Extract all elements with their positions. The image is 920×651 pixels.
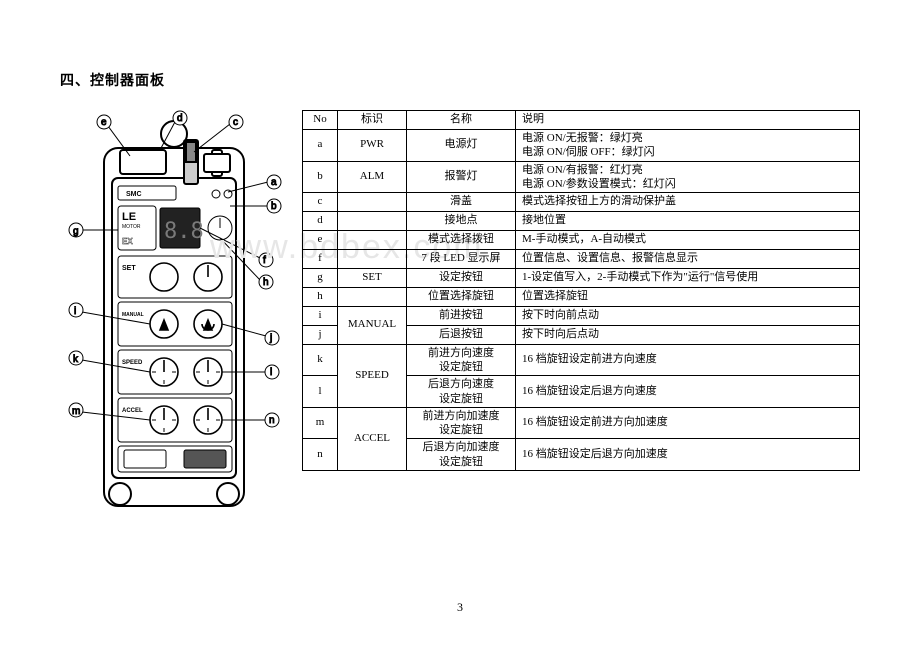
cell-mark: SET	[338, 268, 407, 287]
cell-no: i	[303, 306, 338, 325]
model-motor: MOTOR	[122, 224, 141, 230]
svg-text:f: f	[263, 255, 266, 266]
svg-text:b: b	[271, 201, 277, 212]
cell-no: a	[303, 129, 338, 161]
cell-mark	[338, 193, 407, 212]
controller-diagram: SMC LE MOTOR EX 8.8 SET MANUAL SPEED ACC…	[60, 110, 288, 530]
svg-text:d: d	[177, 113, 183, 124]
cell-desc: 位置信息、设置信息、报警信息显示	[516, 249, 860, 268]
table-row: mACCEL前进方向加速度设定旋钮16 档旋钮设定前进方向加速度	[303, 407, 860, 439]
table-row: f 7 段 LED 显示屏位置信息、设置信息、报警信息显示	[303, 249, 860, 268]
cell-no: g	[303, 268, 338, 287]
table-row: gSET设定按钮1-设定值写入，2-手动模式下作为"运行"信号使用	[303, 268, 860, 287]
svg-text:h: h	[263, 277, 269, 288]
svg-text:j: j	[269, 333, 272, 344]
cell-mark	[338, 287, 407, 306]
cell-no: k	[303, 344, 338, 376]
table-row: c 滑盖模式选择按钮上方的滑动保护盖	[303, 193, 860, 212]
label-manual: MANUAL	[122, 312, 144, 318]
cell-mark: ALM	[338, 161, 407, 193]
cell-desc: 电源 ON/无报警：绿灯亮电源 ON/伺服 OFF：绿灯闪	[516, 129, 860, 161]
table-row: h 位置选择旋钮位置选择旋钮	[303, 287, 860, 306]
cell-desc: 模式选择按钮上方的滑动保护盖	[516, 193, 860, 212]
table-row: kSPEED前进方向速度设定旋钮16 档旋钮设定前进方向速度	[303, 344, 860, 376]
table-row: aPWR电源灯电源 ON/无报警：绿灯亮电源 ON/伺服 OFF：绿灯闪	[303, 129, 860, 161]
cell-mark	[338, 212, 407, 231]
table-row: d 接地点接地位置	[303, 212, 860, 231]
table-row: bALM报警灯电源 ON/有报警：红灯亮电源 ON/参数设置模式：红灯闪	[303, 161, 860, 193]
cell-desc: 按下时向前点动	[516, 306, 860, 325]
cell-name: 后退按钮	[407, 325, 516, 344]
svg-text:n: n	[269, 415, 275, 426]
cell-name: 电源灯	[407, 129, 516, 161]
cell-desc: 16 档旋钮设定前进方向速度	[516, 344, 860, 376]
th-no: No	[303, 111, 338, 130]
cell-mark: ACCEL	[338, 407, 407, 470]
cell-name: 位置选择旋钮	[407, 287, 516, 306]
cell-name: 前进方向加速度设定旋钮	[407, 407, 516, 439]
cell-no: b	[303, 161, 338, 193]
cell-name: 报警灯	[407, 161, 516, 193]
th-name: 名称	[407, 111, 516, 130]
cell-desc: 1-设定值写入，2-手动模式下作为"运行"信号使用	[516, 268, 860, 287]
cell-name: 前进按钮	[407, 306, 516, 325]
label-set: SET	[122, 265, 136, 272]
cell-name: 前进方向速度设定旋钮	[407, 344, 516, 376]
cell-desc: 位置选择旋钮	[516, 287, 860, 306]
cell-no: e	[303, 231, 338, 250]
cell-no: d	[303, 212, 338, 231]
cell-mark: SPEED	[338, 344, 407, 407]
cell-desc: M-手动模式，A-自动模式	[516, 231, 860, 250]
cell-desc: 16 档旋钮设定后退方向速度	[516, 376, 860, 408]
label-speed: SPEED	[122, 360, 143, 366]
model-ex: EX	[122, 237, 133, 246]
cell-mark: PWR	[338, 129, 407, 161]
cell-no: m	[303, 407, 338, 439]
cell-no: f	[303, 249, 338, 268]
cell-no: n	[303, 439, 338, 471]
cell-desc: 接地位置	[516, 212, 860, 231]
svg-text:i: i	[74, 306, 76, 317]
svg-text:a: a	[271, 177, 277, 188]
th-desc: 说明	[516, 111, 860, 130]
cell-desc: 按下时向后点动	[516, 325, 860, 344]
cell-no: c	[303, 193, 338, 212]
spec-table: No 标识 名称 说明 aPWR电源灯电源 ON/无报警：绿灯亮电源 ON/伺服…	[302, 110, 860, 471]
cell-name: 模式选择拨钮	[407, 231, 516, 250]
svg-text:m: m	[72, 406, 80, 417]
cell-desc: 电源 ON/有报警：红灯亮电源 ON/参数设置模式：红灯闪	[516, 161, 860, 193]
cell-name: 后退方向加速度设定旋钮	[407, 439, 516, 471]
table-row: e 模式选择拨钮M-手动模式，A-自动模式	[303, 231, 860, 250]
cell-mark	[338, 231, 407, 250]
cell-name: 接地点	[407, 212, 516, 231]
cell-desc: 16 档旋钮设定前进方向加速度	[516, 407, 860, 439]
brand-text: SMC	[126, 191, 142, 198]
cell-desc: 16 档旋钮设定后退方向加速度	[516, 439, 860, 471]
led-display: 8.8	[164, 219, 204, 244]
section-title: 四、控制器面板	[60, 70, 860, 90]
cell-name: 7 段 LED 显示屏	[407, 249, 516, 268]
page-number: 3	[0, 600, 920, 615]
table-row: iMANUAL前进按钮按下时向前点动	[303, 306, 860, 325]
svg-text:c: c	[233, 117, 238, 128]
model-le: LE	[122, 211, 136, 223]
cell-mark	[338, 249, 407, 268]
cell-no: j	[303, 325, 338, 344]
svg-text:e: e	[101, 117, 107, 128]
th-mark: 标识	[338, 111, 407, 130]
label-accel: ACCEL	[122, 408, 143, 414]
cell-no: l	[303, 376, 338, 408]
cell-no: h	[303, 287, 338, 306]
svg-text:g: g	[73, 226, 79, 237]
cell-name: 设定按钮	[407, 268, 516, 287]
cell-name: 后退方向速度设定旋钮	[407, 376, 516, 408]
cell-mark: MANUAL	[338, 306, 407, 344]
cell-name: 滑盖	[407, 193, 516, 212]
svg-text:l: l	[270, 367, 272, 378]
